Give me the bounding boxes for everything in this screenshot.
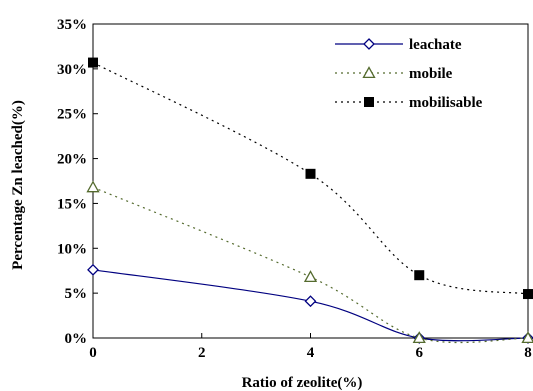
x-tick-label: 0: [89, 345, 97, 361]
legend: leachate mobile mobilisable: [335, 37, 483, 111]
data-point-mobile: [521, 331, 533, 344]
legend-label: mobile: [409, 66, 453, 82]
data-point-mobilisable: [414, 270, 425, 281]
legend-marker: [364, 97, 374, 107]
x-axis-title: Ratio of zeolite(%): [242, 375, 363, 391]
x-tick-label: 8: [524, 345, 532, 361]
x-tick-label: 6: [416, 345, 424, 361]
y-axis: 0% 5% 10% 15% 20% 25% 30% 35%: [57, 17, 98, 347]
y-tick-label: 15%: [57, 196, 87, 212]
y-tick-label: 35%: [57, 17, 87, 33]
data-point-mobile: [303, 270, 318, 283]
plot-area: [92, 23, 529, 339]
legend-marker: [362, 66, 376, 79]
y-tick-label: 25%: [57, 107, 87, 123]
x-tick-label: 2: [198, 345, 206, 361]
plot-border: [92, 23, 529, 339]
y-tick-label: 10%: [57, 241, 87, 257]
legend-item-mobile: mobile: [335, 66, 453, 82]
legend-marker: [363, 38, 375, 50]
data-point-leachate: [87, 263, 99, 276]
legend-item-leachate: leachate: [335, 37, 462, 53]
series-line-mobile: [92, 186, 529, 344]
y-axis-title: Percentage Zn leached(%): [10, 100, 26, 270]
series-line-leachate: [92, 269, 529, 342]
data-point-mobilisable: [88, 57, 98, 68]
data-point-mobile: [86, 180, 100, 193]
series-layer: [86, 57, 533, 344]
legend-item-mobilisable: mobilisable: [335, 95, 483, 111]
y-tick-label: 0%: [65, 331, 88, 347]
legend-label: mobilisable: [409, 95, 483, 111]
legend-label: leachate: [409, 37, 462, 53]
series-mobile: [86, 180, 533, 344]
y-tick-label: 20%: [57, 152, 87, 168]
data-point-mobilisable: [305, 168, 316, 179]
x-tick-label: 4: [307, 345, 315, 361]
data-point-mobile: [412, 331, 426, 344]
data-point-mobilisable: [523, 289, 533, 300]
x-axis: 0 2 4 6 8: [89, 333, 532, 361]
y-tick-label: 5%: [65, 286, 88, 302]
data-point-leachate: [304, 295, 317, 308]
y-tick-label: 30%: [57, 62, 87, 78]
